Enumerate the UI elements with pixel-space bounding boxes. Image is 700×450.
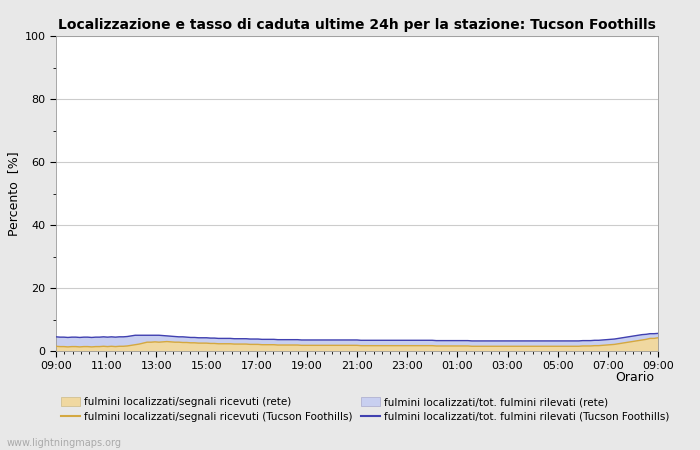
Y-axis label: Percento  [%]: Percento [%] (8, 151, 20, 236)
Text: www.lightningmaps.org: www.lightningmaps.org (7, 438, 122, 448)
Text: Orario: Orario (615, 371, 654, 384)
Legend: fulmini localizzati/segnali ricevuti (rete), fulmini localizzati/segnali ricevut: fulmini localizzati/segnali ricevuti (re… (61, 397, 669, 422)
Title: Localizzazione e tasso di caduta ultime 24h per la stazione: Tucson Foothills: Localizzazione e tasso di caduta ultime … (58, 18, 656, 32)
